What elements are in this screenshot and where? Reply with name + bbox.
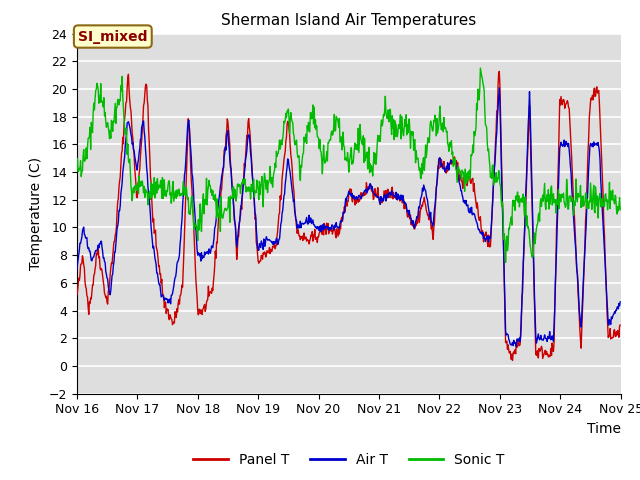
Text: SI_mixed: SI_mixed: [78, 30, 148, 44]
Title: Sherman Island Air Temperatures: Sherman Island Air Temperatures: [221, 13, 476, 28]
Y-axis label: Temperature (C): Temperature (C): [29, 157, 43, 270]
Legend: Panel T, Air T, Sonic T: Panel T, Air T, Sonic T: [188, 447, 510, 472]
Text: Time: Time: [587, 422, 621, 436]
